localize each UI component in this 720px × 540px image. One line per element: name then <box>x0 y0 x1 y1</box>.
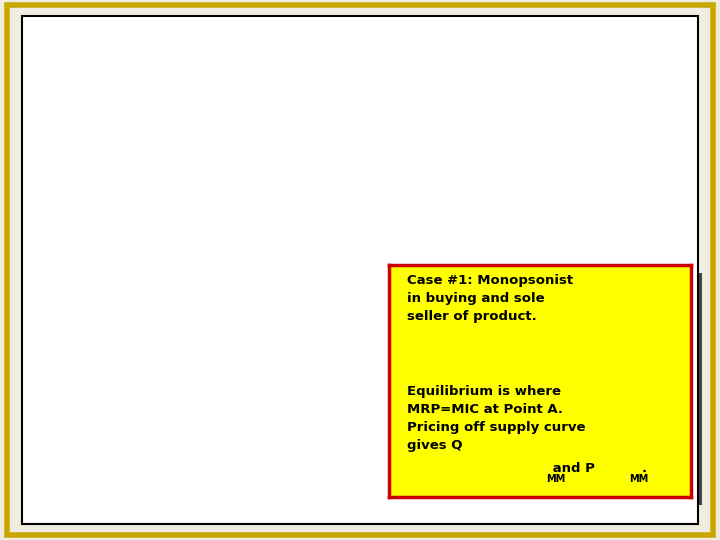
Text: MM: MM <box>546 474 565 484</box>
Text: P$_{\mathregular{BCM}}$: P$_{\mathregular{BCM}}$ <box>96 340 122 353</box>
Text: B: B <box>261 357 270 370</box>
Text: Marginal value
product: Marginal value product <box>406 284 489 306</box>
Text: D: D <box>299 291 309 303</box>
Text: and P: and P <box>547 462 595 475</box>
Text: Q$_{\mathregular{BCM}}$: Q$_{\mathregular{BCM}}$ <box>274 492 300 506</box>
Text: Q$_{\mathregular{MPC}}$: Q$_{\mathregular{MPC}}$ <box>292 492 318 506</box>
Text: A: A <box>260 254 270 267</box>
Text: C: C <box>261 326 269 339</box>
Text: Marginal revenue
product: Marginal revenue product <box>271 378 369 444</box>
Bar <box>105 352 137 376</box>
Text: Q$_{\mathregular{MM}}$: Q$_{\mathregular{MM}}$ <box>262 492 284 506</box>
Text: Equilibrium is where
MRP=MIC at Point A.
Pricing off supply curve
gives Q: Equilibrium is where MRP=MIC at Point A.… <box>407 386 585 453</box>
Text: P$_{\mathregular{MPC}}$: P$_{\mathregular{MPC}}$ <box>96 318 122 332</box>
Text: MM: MM <box>629 474 649 484</box>
Text: .: . <box>642 462 647 475</box>
Text: P$_{\mathregular{FC}}$: P$_{\mathregular{FC}}$ <box>104 261 122 274</box>
Text: E: E <box>291 182 300 195</box>
Text: Q$_{\mathregular{FC}}$: Q$_{\mathregular{FC}}$ <box>393 492 412 506</box>
Text: Case #1: Monopsonist
in buying and sole
seller of product.: Case #1: Monopsonist in buying and sole … <box>407 274 573 323</box>
Text: F: F <box>379 239 388 252</box>
Text: Marginal input
cost: Marginal input cost <box>253 90 334 112</box>
Text: P$_{\mathregular{MM}}$: P$_{\mathregular{MM}}$ <box>100 357 122 371</box>
X-axis label: Quantity per unit of time: Quantity per unit of time <box>250 509 405 522</box>
Bar <box>259 487 287 512</box>
Text: Dollars per unit: Dollars per unit <box>66 227 79 323</box>
Text: Supply of
input: Supply of input <box>440 166 492 188</box>
